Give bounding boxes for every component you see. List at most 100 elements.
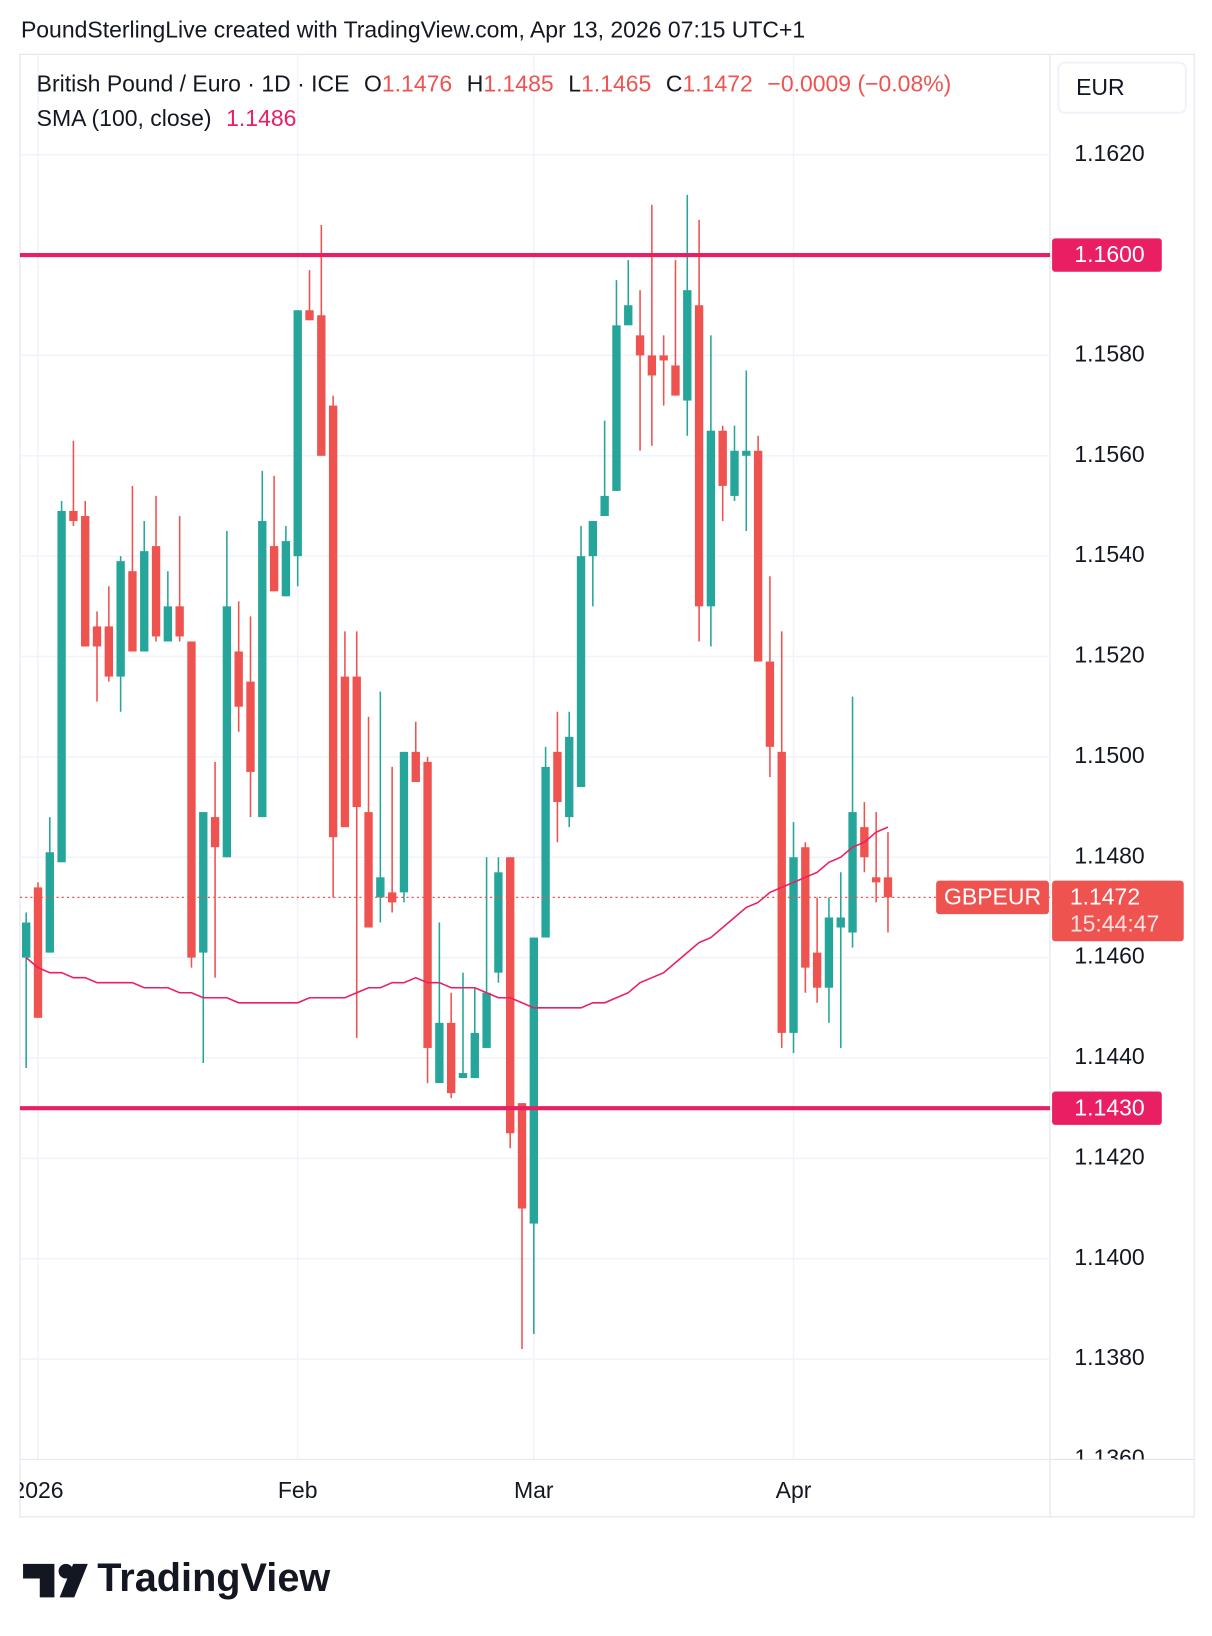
candle-body [22, 922, 31, 958]
hline-label-box [1052, 238, 1162, 272]
legend-letter: C [666, 71, 683, 97]
hline-label-box [1052, 1091, 1162, 1125]
candle-body [199, 812, 208, 953]
y-tick-label: 1.1360 [1074, 1445, 1144, 1471]
candle-body [600, 495, 609, 517]
legend-letter: H [467, 71, 484, 97]
logo: TradingView [23, 1556, 330, 1600]
y-tick-label: 1.1460 [1074, 943, 1144, 969]
y-tick-label: 1.1540 [1074, 541, 1144, 567]
logo-icon [59, 1563, 88, 1598]
candle-body [210, 817, 220, 848]
candle-body [588, 521, 598, 557]
y-tick-label: 1.1520 [1074, 642, 1144, 668]
legend-letter: O [364, 71, 382, 97]
sma-value: 1.1486 [226, 105, 296, 131]
candle-body [352, 676, 361, 808]
candle-body [470, 1032, 479, 1079]
countdown-label: 15:44:47 [1070, 911, 1159, 937]
legend-close: 1.1472 [683, 71, 753, 97]
candle-body [801, 847, 810, 968]
candle-body [812, 952, 822, 988]
candle-body [222, 606, 232, 858]
candle-body [305, 310, 314, 321]
candle-body [33, 887, 43, 1018]
candle-body [482, 992, 491, 1048]
candle-body [269, 546, 279, 592]
currency-label[interactable]: EUR [1076, 74, 1125, 100]
candle-body [399, 751, 409, 893]
currency-button[interactable] [1057, 61, 1187, 114]
candle-body [281, 541, 291, 597]
last-price-label: 1.1472 [1070, 884, 1140, 910]
y-tick-label: 1.1620 [1074, 140, 1144, 166]
legend-high: 1.1485 [483, 71, 553, 97]
y-tick-label: 1.1500 [1074, 742, 1144, 768]
hline-label: 1.1430 [1074, 1094, 1144, 1120]
candle-body [246, 681, 255, 772]
candle-body [883, 877, 893, 898]
sma-name: SMA (100, close) [37, 105, 212, 131]
candle-body [742, 450, 751, 456]
y-tick-label: 1.1580 [1074, 340, 1144, 366]
legend-low: 1.1465 [581, 71, 651, 97]
candle-body [789, 857, 798, 1033]
candle-body [824, 917, 834, 988]
grid [19, 54, 1050, 1460]
hline-label: 1.1600 [1074, 241, 1144, 267]
candle-body [683, 290, 692, 401]
candle-body [635, 335, 645, 356]
candle-body [694, 305, 704, 607]
candle-body [92, 626, 102, 647]
header: PoundSterlingLive created with TradingVi… [21, 16, 805, 42]
legend-ohlc: British Pound / Euro · 1D · ICE O1.1476 H1… [37, 71, 952, 97]
legend-letter: L [568, 71, 581, 97]
candle-body [411, 751, 420, 782]
candle-body [517, 1103, 527, 1209]
candle-body [69, 510, 78, 522]
x-tick-label: Mar [514, 1477, 554, 1503]
candle-body [163, 606, 173, 642]
candle-body [576, 556, 586, 787]
candle-body [624, 305, 633, 326]
candle-body [175, 606, 184, 637]
legend-sma: SMA (100, close) 1.1486 [37, 105, 297, 131]
candle-body [364, 812, 373, 928]
last-price-box [1052, 880, 1184, 942]
time-axis: 2026 Feb Mar Apr [12, 1477, 812, 1503]
candle-body [328, 405, 338, 838]
candle-body [435, 1022, 444, 1084]
plot [19, 194, 1050, 1350]
y-tick-label: 1.1480 [1074, 842, 1144, 868]
candle-body [81, 516, 90, 647]
candle-body [116, 561, 125, 677]
y-tick-label: 1.1420 [1074, 1143, 1144, 1169]
candle-body [730, 450, 739, 496]
candle-body [317, 315, 326, 456]
x-tick-label: 2026 [12, 1477, 63, 1503]
logo-text: TradingView [97, 1556, 330, 1600]
candle-body [128, 571, 137, 652]
candle-body [151, 546, 161, 637]
candle-body [765, 661, 775, 747]
candle-body [494, 872, 503, 973]
candle-body [612, 325, 621, 491]
candle-body [753, 450, 763, 662]
candle-body [104, 626, 114, 677]
candle-body [553, 751, 562, 803]
candle-body [718, 430, 727, 486]
candle-body [57, 510, 66, 863]
candle-body [187, 641, 196, 958]
candle-body [258, 521, 267, 818]
candle-body [376, 877, 385, 898]
candle-body [340, 676, 350, 828]
candle-body [871, 877, 881, 883]
candle-body [140, 551, 149, 652]
candle-body [529, 937, 538, 1224]
symbol-label: GBPEUR [944, 884, 1041, 910]
candle-body [45, 852, 54, 953]
candle-body [446, 1022, 456, 1094]
